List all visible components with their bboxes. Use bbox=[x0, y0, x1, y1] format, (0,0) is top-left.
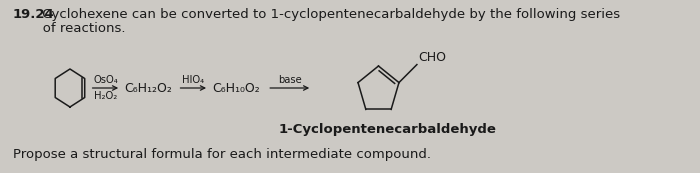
Text: HIO₄: HIO₄ bbox=[182, 75, 204, 85]
Text: H₂O₂: H₂O₂ bbox=[94, 91, 117, 101]
Text: 19.24: 19.24 bbox=[13, 8, 55, 21]
Text: base: base bbox=[278, 75, 302, 85]
Text: CHO: CHO bbox=[419, 51, 447, 64]
Text: C₆H₁₀O₂: C₆H₁₀O₂ bbox=[213, 81, 260, 94]
Text: of reactions.: of reactions. bbox=[13, 22, 125, 35]
Text: C₆H₁₂O₂: C₆H₁₂O₂ bbox=[124, 81, 172, 94]
Text: Propose a structural formula for each intermediate compound.: Propose a structural formula for each in… bbox=[13, 148, 430, 161]
Text: OsO₄: OsO₄ bbox=[93, 75, 118, 85]
Text: Cyclohexene can be converted to 1-cyclopentenecarbaldehyde by the following seri: Cyclohexene can be converted to 1-cyclop… bbox=[38, 8, 619, 21]
Text: 1-Cyclopentenecarbaldehyde: 1-Cyclopentenecarbaldehyde bbox=[279, 123, 496, 136]
